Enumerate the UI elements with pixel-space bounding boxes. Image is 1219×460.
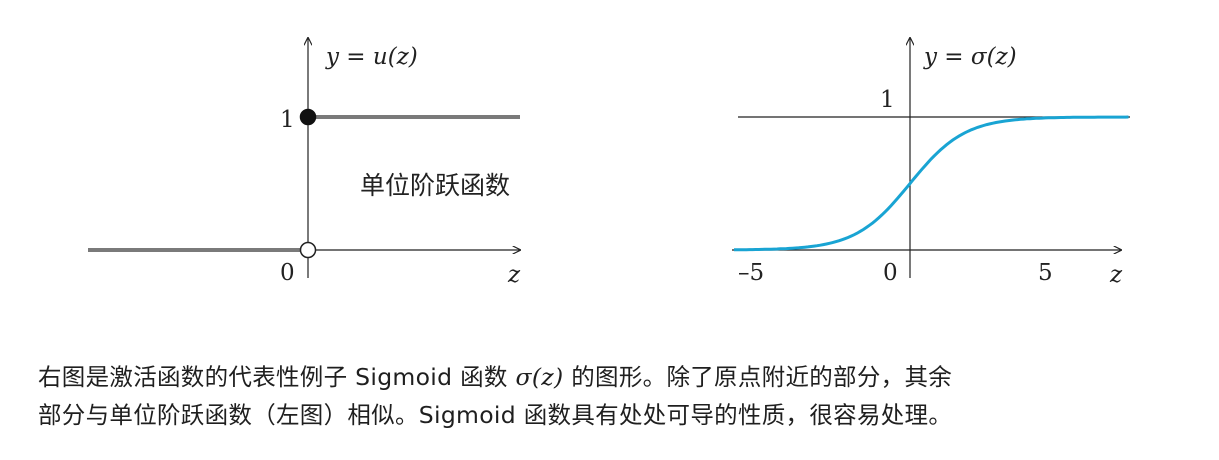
caption-text-1a: 右图是激活函数的代表性例子 Sigmoid 函数 bbox=[38, 363, 516, 391]
caption-text-1b: 的图形。除了原点附近的部分，其余 bbox=[563, 363, 953, 391]
step-filled-point bbox=[299, 108, 317, 126]
caption-line-2: 部分与单位阶跃函数（左图）相似。Sigmoid 函数具有处处可导的性质，很容易处… bbox=[38, 401, 953, 429]
right-tick-one: 1 bbox=[880, 87, 895, 113]
sigmoid-curve bbox=[734, 115, 1129, 252]
figure-caption: 右图是激活函数的代表性例子 Sigmoid 函数 σ(z) 的图形。除了原点附近… bbox=[38, 358, 1198, 434]
left-origin-label: 0 bbox=[280, 260, 295, 286]
step-hollow-point bbox=[299, 241, 317, 259]
step-annotation: 单位阶跃函数 bbox=[360, 171, 510, 200]
step-function-graph: y = u(z) 1 0 z 单位阶跃函数 bbox=[88, 38, 521, 288]
left-x-axis-label: z bbox=[507, 262, 521, 288]
caption-math-sigma: σ(z) bbox=[515, 363, 564, 391]
caption-line-1: 右图是激活函数的代表性例子 Sigmoid 函数 σ(z) 的图形。除了原点附近… bbox=[38, 358, 1198, 396]
sigmoid-graph: y = σ(z) 1 –5 0 5 z bbox=[732, 38, 1130, 288]
right-x-tick-5: 5 bbox=[1038, 260, 1053, 286]
right-x-tick-0: 0 bbox=[883, 260, 898, 286]
right-function-label: y = σ(z) bbox=[923, 44, 1017, 70]
right-x-axis-label: z bbox=[1109, 262, 1123, 288]
right-x-tick-neg5: –5 bbox=[738, 260, 764, 286]
left-tick-one: 1 bbox=[280, 107, 295, 133]
left-function-label: y = u(z) bbox=[325, 44, 418, 70]
figure-canvas: y = u(z) 1 0 z 单位阶跃函数 y = σ(z) 1 –5 0 5 … bbox=[88, 0, 1130, 288]
